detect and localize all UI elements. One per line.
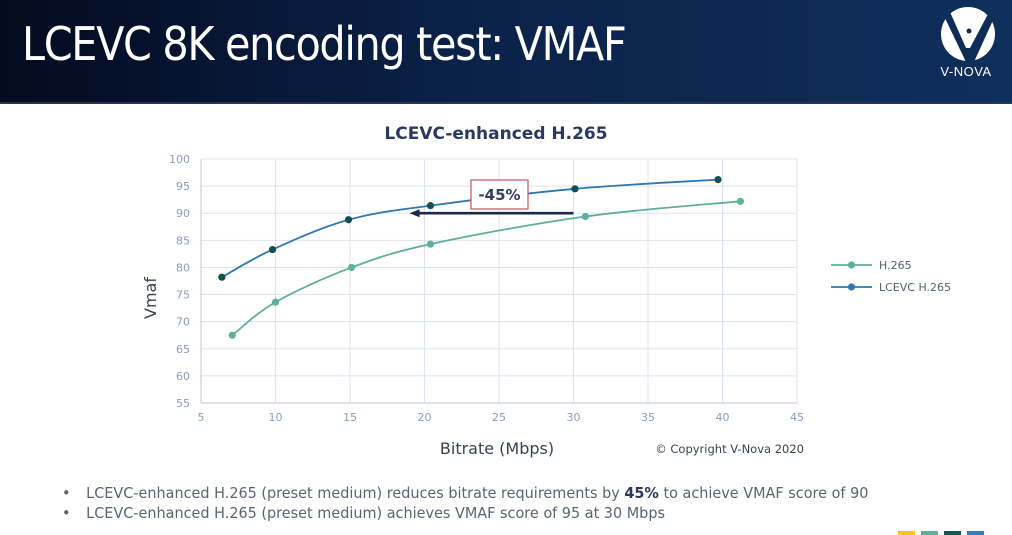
x-axis-ticks: 5 10 15 20 25 30 35 40 45 bbox=[198, 411, 805, 424]
annotation-label: -45% bbox=[478, 186, 520, 204]
data-point bbox=[228, 331, 236, 339]
footer-color-bar bbox=[921, 531, 938, 535]
footer-color-bar bbox=[944, 531, 961, 535]
y-tick-label: 55 bbox=[176, 397, 190, 410]
bullet-dot-icon: • bbox=[62, 504, 71, 522]
legend-item: LCEVC H.265 bbox=[831, 281, 951, 294]
copyright-text: © Copyright V-Nova 2020 bbox=[655, 442, 804, 456]
logo-text: V-NOVA bbox=[940, 64, 992, 79]
bullet-emphasis: 45% bbox=[624, 484, 659, 502]
series-line bbox=[221, 178, 719, 278]
series-lcevc-h-265 bbox=[218, 176, 722, 281]
data-point bbox=[268, 245, 277, 254]
data-point bbox=[714, 176, 722, 184]
series-h-265 bbox=[228, 197, 744, 339]
x-tick-label: 5 bbox=[198, 411, 205, 424]
legend-label: LCEVC H.265 bbox=[879, 281, 951, 294]
data-point bbox=[344, 216, 353, 224]
x-tick-label: 30 bbox=[567, 411, 581, 424]
bullet-item: • LCEVC-enhanced H.265 (preset medium) r… bbox=[62, 483, 868, 503]
y-axis-ticks: 55 60 65 70 75 80 85 90 95 100 bbox=[169, 153, 190, 410]
series-line bbox=[231, 200, 741, 336]
bullet-text-2: LCEVC-enhanced H.265 (preset medium) ach… bbox=[86, 504, 665, 522]
bullet-text-part: LCEVC-enhanced H.265 (preset medium) red… bbox=[86, 484, 625, 502]
data-point bbox=[271, 298, 280, 306]
chart-legend: H.265 LCEVC H.265 bbox=[831, 259, 951, 294]
y-tick-label: 85 bbox=[176, 234, 190, 247]
data-point bbox=[347, 263, 356, 272]
x-axis-label: Bitrate (Mbps) bbox=[440, 439, 554, 458]
y-axis-label: Vmaf bbox=[141, 277, 160, 319]
bullet-text-1: LCEVC-enhanced H.265 (preset medium) red… bbox=[86, 483, 868, 503]
series-layer bbox=[218, 176, 744, 339]
y-tick-label: 95 bbox=[176, 180, 190, 193]
data-point bbox=[581, 212, 590, 221]
vmaf-chart: LCEVC-enhanced H.265 55 60 65 70 75 80 85 90 95 1… bbox=[141, 124, 951, 458]
y-tick-label: 65 bbox=[176, 343, 190, 356]
footer-color-bar bbox=[967, 531, 984, 535]
y-tick-label: 75 bbox=[176, 289, 190, 302]
arrowhead-left-icon bbox=[409, 209, 420, 218]
bullet-item: • LCEVC-enhanced H.265 (preset medium) a… bbox=[62, 503, 868, 523]
x-tick-label: 35 bbox=[641, 411, 655, 424]
y-tick-label: 60 bbox=[176, 370, 190, 383]
bullet-list: • LCEVC-enhanced H.265 (preset medium) r… bbox=[62, 483, 868, 523]
chart-grid bbox=[200, 158, 798, 404]
x-tick-label: 15 bbox=[343, 411, 357, 424]
x-tick-label: 25 bbox=[492, 411, 506, 424]
legend-label: H.265 bbox=[879, 259, 912, 272]
x-tick-label: 10 bbox=[269, 411, 283, 424]
bullet-text-part: to achieve VMAF score of 90 bbox=[658, 484, 869, 502]
data-point bbox=[736, 197, 744, 205]
chart-title: LCEVC-enhanced H.265 bbox=[384, 124, 607, 144]
y-tick-label: 90 bbox=[176, 207, 190, 220]
x-tick-label: 20 bbox=[418, 411, 432, 424]
x-tick-label: 40 bbox=[716, 411, 730, 424]
data-point bbox=[426, 202, 435, 210]
data-point bbox=[426, 240, 435, 248]
y-tick-label: 70 bbox=[176, 316, 190, 329]
footer-color-bars bbox=[898, 531, 984, 535]
legend-item: H.265 bbox=[831, 259, 912, 272]
y-tick-label: 80 bbox=[176, 261, 190, 274]
annotation: -45% bbox=[409, 179, 574, 218]
data-point bbox=[218, 273, 226, 281]
v-nova-logo-icon bbox=[941, 7, 995, 62]
legend-marker bbox=[847, 261, 856, 269]
y-tick-label: 100 bbox=[169, 153, 190, 166]
slide-header: LCEVC 8K encoding test: VMAF V-NOVA bbox=[0, 0, 1012, 104]
legend-marker bbox=[847, 283, 856, 291]
annotation-box bbox=[470, 179, 529, 210]
data-point bbox=[571, 185, 579, 193]
slide-title: LCEVC 8K encoding test: VMAF bbox=[22, 17, 627, 71]
bullet-dot-icon: • bbox=[62, 484, 71, 502]
x-tick-label: 45 bbox=[790, 411, 804, 424]
footer-color-bar bbox=[898, 531, 915, 535]
